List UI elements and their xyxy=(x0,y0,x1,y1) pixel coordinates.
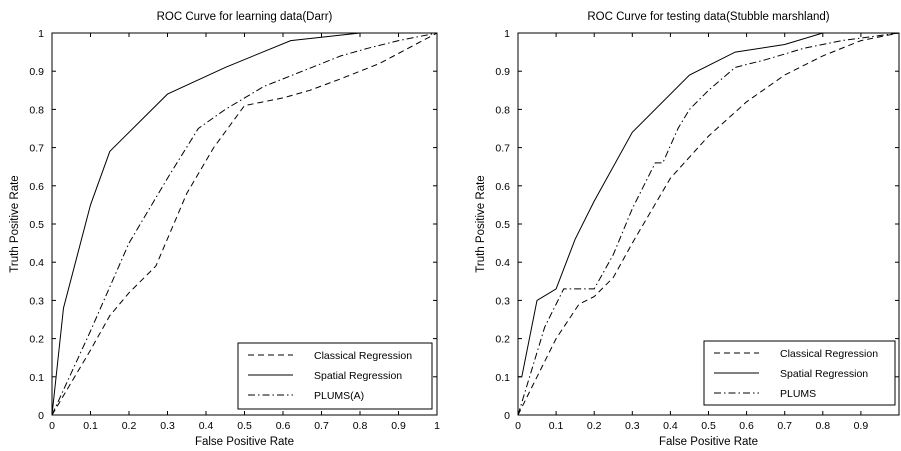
x-tick-label: 0.4 xyxy=(663,420,678,432)
legend-box xyxy=(237,342,433,410)
y-tick-label: 0.8 xyxy=(29,104,44,116)
y-tick-label: 0.8 xyxy=(495,104,510,116)
y-tick-label: 0 xyxy=(504,410,510,422)
x-tick-label: 0.1 xyxy=(549,420,564,432)
x-tick-label: 0.4 xyxy=(199,420,214,432)
roc-chart-2: ROC Curve for testing data(Stubble marsh… xyxy=(475,11,900,448)
x-tick-label: 0.6 xyxy=(276,420,291,432)
x-axis-label: False Positive Rate xyxy=(195,436,294,448)
chart-title: ROC Curve for testing data(Stubble marsh… xyxy=(587,11,829,23)
x-tick-label: 0.1 xyxy=(83,420,98,432)
series-line-classical-regression xyxy=(51,32,438,416)
y-tick-label: 0.3 xyxy=(495,295,510,307)
y-tick-label: 0.2 xyxy=(29,334,44,346)
legend-label: PLUMS(A) xyxy=(314,390,364,402)
y-tick-label: 0.6 xyxy=(495,181,510,193)
y-axis-label: Truth Positive Rate xyxy=(9,175,21,272)
x-tick-label: 0.8 xyxy=(353,420,368,432)
series-line-spatial-regression xyxy=(51,32,437,416)
x-tick-label: 1 xyxy=(434,420,440,432)
y-tick-label: 0.9 xyxy=(29,66,44,78)
y-tick-label: 1 xyxy=(504,28,510,40)
roc-chart-1: ROC Curve for learning data(Darr) 0 0.1 0.2… xyxy=(9,11,440,448)
x-tick-label: 0 xyxy=(49,420,55,432)
series-line-spatial-regression xyxy=(518,32,899,378)
legend-label: PLUMS xyxy=(780,388,816,400)
x-tick-label: 0.7 xyxy=(314,420,329,432)
legend-label: Classical Regression xyxy=(314,350,412,362)
x-tick-label: 0.3 xyxy=(625,420,640,432)
legend-label: Classical Regression xyxy=(780,348,878,360)
y-tick-label: 0.1 xyxy=(29,372,44,384)
x-tick-label: 0.5 xyxy=(237,420,252,432)
y-tick-label: 0.3 xyxy=(29,295,44,307)
x-tick-label: 0.3 xyxy=(160,420,175,432)
y-tick-label: 0.4 xyxy=(495,257,510,269)
y-tick-label: 0.5 xyxy=(29,219,44,231)
y-tick-label: 0.9 xyxy=(495,66,510,78)
x-tick-label: 0.7 xyxy=(777,420,792,432)
y-tick-label: 0.7 xyxy=(495,143,510,155)
y-tick-label: 0.4 xyxy=(29,257,44,269)
x-tick-label: 0.9 xyxy=(391,420,406,432)
x-axis-label: False Positive Rate xyxy=(659,436,758,448)
x-tick-label: 0.2 xyxy=(122,420,137,432)
x-tick-label: 0.5 xyxy=(701,420,716,432)
series-line-plums xyxy=(517,32,900,416)
y-tick-label: 0.5 xyxy=(495,219,510,231)
y-tick-label: 0.6 xyxy=(29,181,44,193)
legend-label: Spatial Regression xyxy=(780,368,868,380)
y-tick-label: 1 xyxy=(38,28,44,40)
legend: Classical Regression Spatial Regression PL… xyxy=(703,340,896,406)
x-tick-label: 0 xyxy=(515,420,521,432)
x-tick-label: 0.6 xyxy=(739,420,754,432)
y-axis-label: Truth Positive Rate xyxy=(475,175,487,272)
y-tick-label: 0.2 xyxy=(495,334,510,346)
x-tick-label: 0.9 xyxy=(854,420,869,432)
series-line-classical-regression xyxy=(517,32,900,416)
y-tick-label: 0.1 xyxy=(495,372,510,384)
y-tick-label: 0.7 xyxy=(29,143,44,155)
series-line-plums-a xyxy=(51,32,438,416)
legend: Classical Regression Spatial Regression PL… xyxy=(237,342,433,410)
x-tick-label: 0.8 xyxy=(815,420,830,432)
x-tick-label: 0.2 xyxy=(587,420,602,432)
chart-title: ROC Curve for learning data(Darr) xyxy=(157,11,333,23)
legend-label: Spatial Regression xyxy=(314,370,402,382)
y-tick-label: 0 xyxy=(38,410,44,422)
